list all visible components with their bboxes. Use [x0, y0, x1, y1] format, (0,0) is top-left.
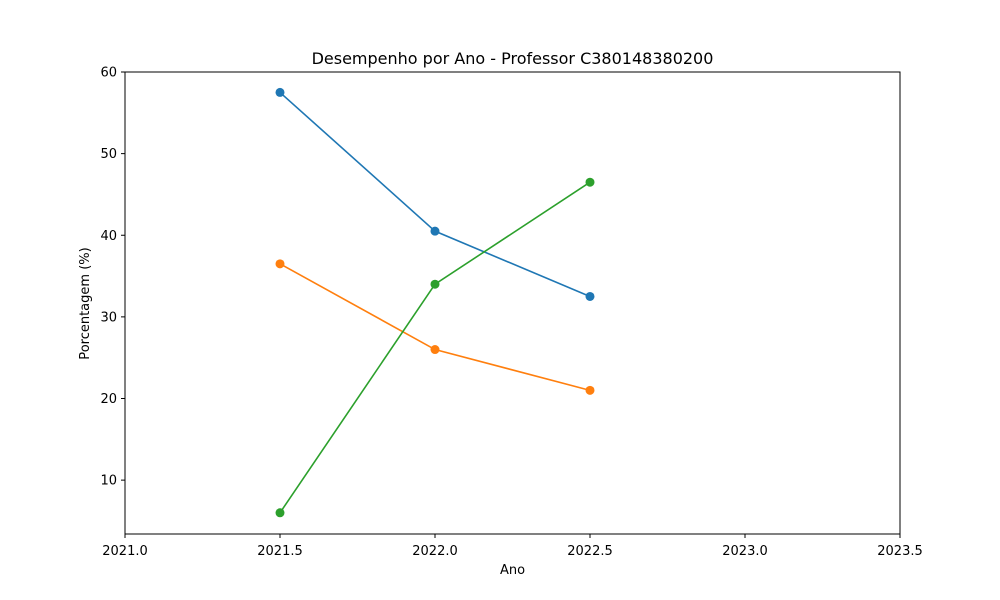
x-tick-label: 2023.0 — [722, 544, 768, 559]
series-3-point — [275, 508, 285, 518]
x-axis-label: Ano — [500, 563, 525, 578]
series-2-point — [275, 259, 285, 269]
y-tick-label: 20 — [100, 392, 117, 407]
series-2-point — [430, 345, 440, 355]
series-2-point — [585, 385, 595, 395]
y-tick-label: 10 — [100, 474, 117, 489]
series-3-point — [430, 279, 440, 289]
series-3-point — [585, 177, 595, 187]
series-1-point — [585, 291, 595, 301]
x-tick-label: 2021.0 — [102, 544, 148, 559]
y-axis: 10 20 30 40 50 60 — [100, 66, 125, 489]
plot-frame — [124, 71, 901, 535]
x-axis: 2021.0 2021.5 2022.0 2022.5 2023.0 2023.5 — [102, 534, 923, 559]
y-tick-label: 30 — [100, 310, 117, 325]
x-tick-label: 2022.0 — [412, 544, 458, 559]
chart-title: Desempenho por Ano - Professor C38014838… — [312, 49, 714, 68]
y-tick-label: 60 — [100, 66, 117, 81]
y-tick-label: 40 — [100, 229, 117, 244]
plot-area — [124, 71, 901, 535]
series-1-point — [430, 226, 440, 236]
x-tick-label: 2021.5 — [257, 544, 303, 559]
x-tick-label: 2022.5 — [567, 544, 613, 559]
series-1-point — [275, 87, 285, 97]
series-1-line — [279, 91, 591, 298]
y-axis-label: Porcentagem (%) — [78, 247, 93, 359]
x-tick-label: 2023.5 — [877, 544, 923, 559]
y-tick-label: 50 — [100, 147, 117, 162]
